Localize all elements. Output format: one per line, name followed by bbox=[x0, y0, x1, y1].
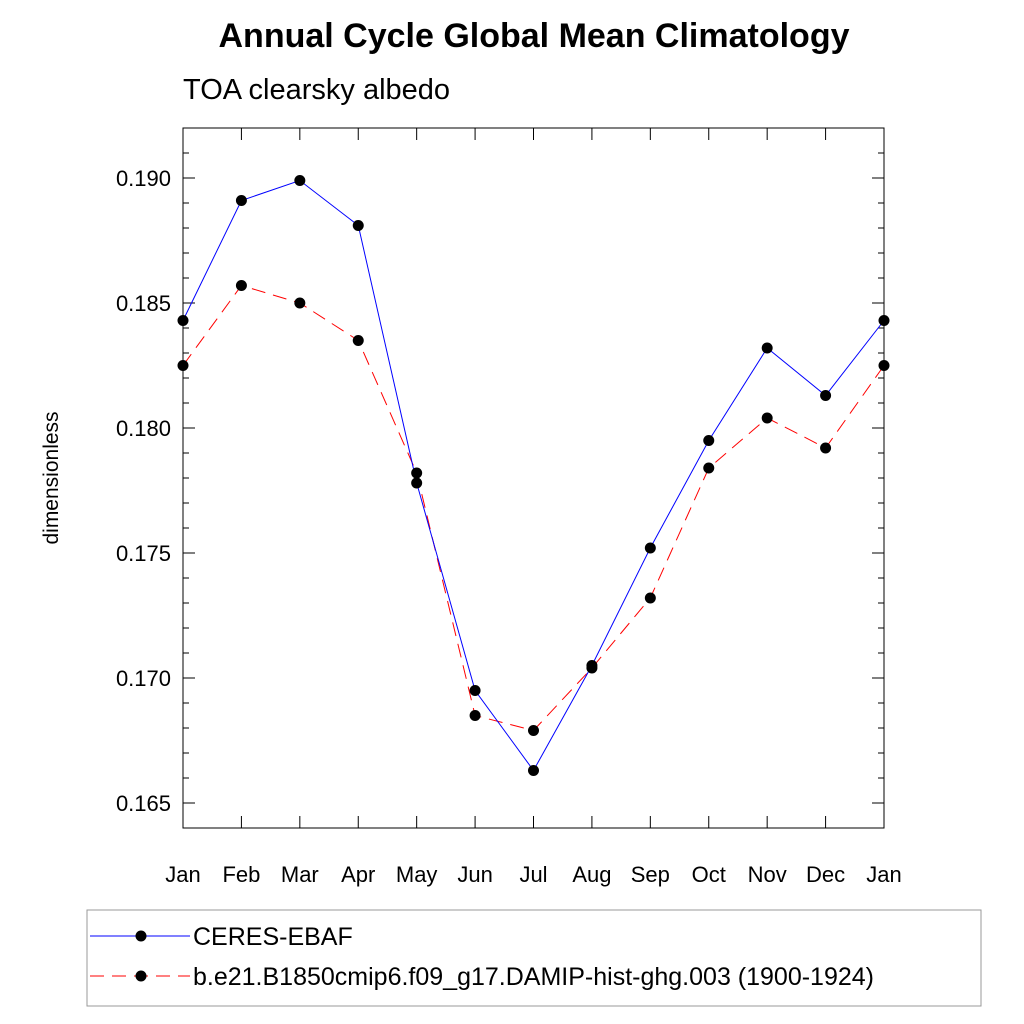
data-point bbox=[469, 685, 481, 696]
x-tick-label: Mar bbox=[281, 862, 319, 887]
x-tick-label: Nov bbox=[748, 862, 787, 887]
data-point bbox=[235, 195, 247, 206]
legend-frame bbox=[86, 909, 982, 1007]
data-point bbox=[878, 360, 890, 371]
x-tick-label: Jan bbox=[866, 862, 901, 887]
x-tick-label: Dec bbox=[806, 862, 845, 887]
data-point bbox=[177, 360, 189, 371]
series-layer bbox=[177, 175, 890, 776]
y-axis-label: dimensionless bbox=[40, 411, 63, 544]
y-tick-labels: 0.165 0.170 0.175 0.180 0.185 0.190 bbox=[116, 166, 171, 816]
x-tick-label: Jan bbox=[165, 862, 200, 887]
axis-ticks bbox=[182, 127, 885, 829]
plot-frame bbox=[182, 127, 885, 829]
data-point bbox=[820, 390, 832, 401]
y-tick-label: 0.185 bbox=[116, 291, 171, 316]
x-tick-label: Aug bbox=[572, 862, 611, 887]
data-point bbox=[644, 592, 656, 604]
y-tick-label: 0.190 bbox=[116, 166, 171, 191]
series-line bbox=[182, 179, 885, 772]
y-tick-label: 0.165 bbox=[116, 791, 171, 816]
data-point bbox=[820, 442, 832, 454]
data-point bbox=[177, 315, 189, 326]
chart-subtitle: TOA clearsky albedo bbox=[183, 74, 450, 106]
legend-label: CERES-EBAF bbox=[193, 923, 353, 951]
x-tick-label: Feb bbox=[222, 862, 260, 887]
legend: CERES-EBAF b.e21.B1850cmip6.f09_g17.DAMIP… bbox=[90, 923, 874, 991]
data-point bbox=[294, 175, 306, 186]
data-point bbox=[703, 435, 715, 446]
data-point bbox=[528, 765, 539, 776]
data-point bbox=[352, 220, 364, 231]
x-tick-label: Sep bbox=[631, 862, 670, 887]
data-point bbox=[586, 660, 598, 671]
legend-marker bbox=[135, 970, 147, 982]
data-point bbox=[528, 725, 539, 736]
data-point bbox=[294, 297, 306, 309]
x-tick-labels: Jan Feb Mar Apr May Jun Jul Aug Sep Oct Nov Dec Jan bbox=[165, 862, 901, 887]
legend-label: b.e21.B1850cmip6.f09_g17.DAMIP-hist-ghg.… bbox=[193, 963, 874, 991]
data-point bbox=[352, 335, 364, 346]
data-point bbox=[469, 710, 481, 721]
legend-marker bbox=[135, 930, 147, 942]
series-line bbox=[182, 284, 885, 732]
x-tick-label: Jul bbox=[519, 862, 547, 887]
x-tick-label: Oct bbox=[692, 862, 726, 887]
data-point bbox=[761, 412, 773, 424]
data-point bbox=[411, 477, 423, 489]
y-tick-label: 0.170 bbox=[116, 666, 171, 691]
x-tick-label: Apr bbox=[341, 862, 375, 887]
x-tick-label: Jun bbox=[457, 862, 492, 887]
data-point bbox=[761, 342, 773, 354]
y-tick-label: 0.180 bbox=[116, 416, 171, 441]
data-point bbox=[411, 467, 423, 479]
data-point bbox=[235, 280, 247, 291]
data-point bbox=[644, 542, 656, 554]
y-tick-label: 0.175 bbox=[116, 541, 171, 566]
x-tick-label: May bbox=[396, 862, 438, 887]
data-point bbox=[878, 315, 890, 326]
chart-title: Annual Cycle Global Mean Climatology bbox=[219, 17, 850, 55]
data-point bbox=[703, 462, 715, 474]
